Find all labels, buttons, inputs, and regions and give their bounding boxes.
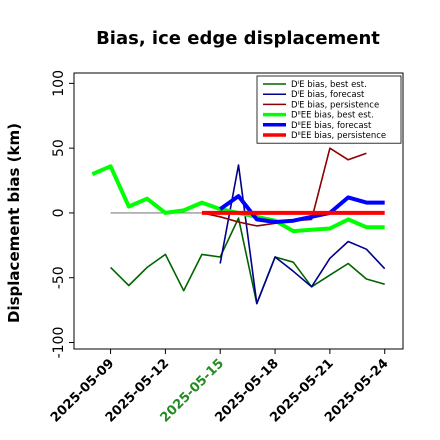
y-tick-label: 100 bbox=[51, 70, 67, 97]
series-line-0 bbox=[110, 217, 385, 305]
series-line-4 bbox=[219, 194, 385, 224]
legend-entry-1: DᴵE bias, forecast bbox=[291, 90, 365, 100]
series-line-1 bbox=[219, 164, 386, 305]
plot-frame bbox=[73, 72, 404, 350]
legend-box bbox=[256, 75, 402, 144]
legend: DᴵE bias, best est.DᴵE bias, forecastDᴵE… bbox=[256, 75, 402, 144]
chart-title: Bias, ice edge displacement bbox=[96, 28, 380, 49]
y-tick-label: -100 bbox=[51, 327, 67, 359]
legend-entry-2: DᴵE bias, persistence bbox=[291, 100, 379, 110]
y-tick-label: 50 bbox=[51, 139, 67, 157]
legend-entry-5: DᴵᴵEE bias, persistence bbox=[291, 131, 386, 141]
series-layer bbox=[91, 147, 386, 305]
legend-entry-0: DᴵE bias, best est. bbox=[291, 80, 367, 90]
y-axis-label: Displacement bias (km) bbox=[5, 123, 23, 323]
legend-entry-3: DᴵᴵEE bias, best est. bbox=[291, 111, 374, 121]
y-tick-label: 0 bbox=[51, 208, 67, 217]
y-tick-label: -50 bbox=[51, 266, 67, 289]
legend-entry-4: DᴵᴵEE bias, forecast bbox=[291, 121, 372, 131]
